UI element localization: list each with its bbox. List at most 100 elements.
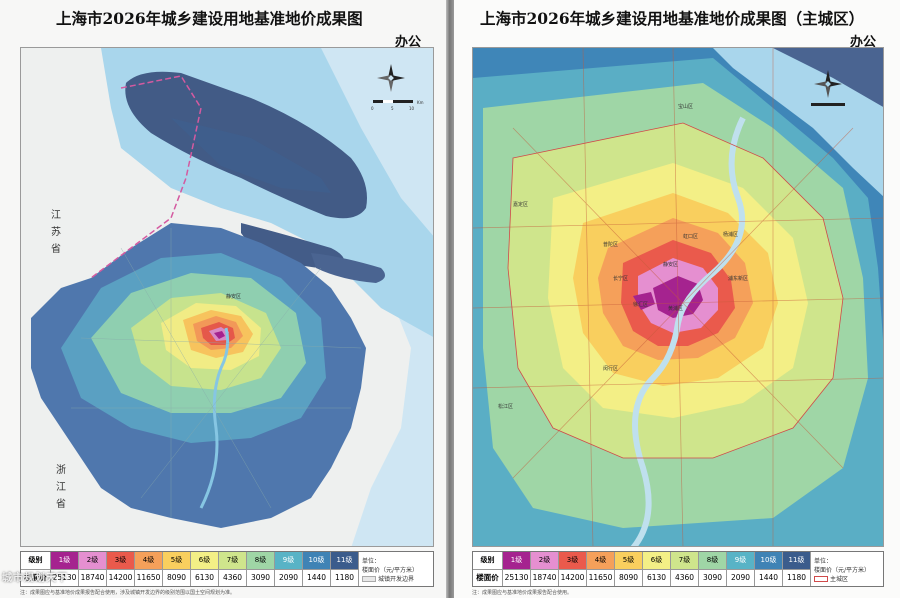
right-page-title: 上海市2026年城乡建设用地基准地价成果图（主城区） bbox=[480, 9, 865, 28]
scale-bar bbox=[811, 103, 845, 106]
huangpu-river bbox=[199, 327, 230, 509]
legend-grade-9: 9级 2090 bbox=[727, 552, 755, 586]
left-page-subtitle: 办公 bbox=[395, 35, 422, 50]
legend-grade-label: 3级 bbox=[107, 552, 134, 570]
legend-price-value: 11650 bbox=[588, 573, 613, 583]
estuary bbox=[713, 48, 883, 197]
legend-price-value: 3090 bbox=[250, 573, 271, 583]
legend-grade-6: 6级 6130 bbox=[191, 552, 219, 586]
provincial-boundary bbox=[90, 75, 202, 279]
legend-grade-label: 1级 bbox=[51, 552, 78, 570]
legend-grade-label: 2级 bbox=[531, 552, 558, 570]
legend-price-value: 1440 bbox=[758, 573, 779, 583]
legend-grade-label: 5级 bbox=[163, 552, 190, 570]
district-label-xuhui: 徐汇区 bbox=[633, 301, 648, 308]
legend-grade-7: 7级 4360 bbox=[219, 552, 247, 586]
district-label-changning: 长宁区 bbox=[613, 275, 628, 282]
north-arrow-icon bbox=[814, 70, 842, 98]
legend-grade-9: 9级 2090 bbox=[275, 552, 303, 586]
legend-grade-8: 8级 3090 bbox=[247, 552, 275, 586]
legend-grade-4: 4级 11650 bbox=[587, 552, 615, 586]
right-map: 嘉定区 宝山区 普陀区 虹口区 杨浦区 静安区 长宁区 黄浦区 徐汇区 浦东新区… bbox=[472, 47, 884, 547]
right-page: 上海市2026年城乡建设用地基准地价成果图（主城区） 办公 bbox=[454, 0, 900, 598]
legend-grade-label: 8级 bbox=[699, 552, 726, 570]
legend-grade-10: 10级 1440 bbox=[755, 552, 783, 586]
legend-grade-6: 6级 6130 bbox=[643, 552, 671, 586]
left-footnote: 注：成果图应与基准地价成果报告配合使用，涉及城镇开发边界的级别范围以国土空间规划… bbox=[20, 590, 236, 596]
svg-text:10: 10 bbox=[409, 106, 415, 111]
legend-grade-2: 2级 18740 bbox=[531, 552, 559, 586]
north-arrow-icon bbox=[377, 64, 405, 92]
legend-grade-4: 4级 11650 bbox=[135, 552, 163, 586]
left-map: 江 苏 省 浙 江 省 静安区 0 5 bbox=[20, 47, 434, 547]
svg-text:5: 5 bbox=[391, 106, 394, 111]
district-label-pudong: 浦东新区 bbox=[728, 275, 748, 282]
legend-grade-label: 1级 bbox=[503, 552, 530, 570]
legend-price-value: 3090 bbox=[702, 573, 723, 583]
left-page-title: 上海市2026年城乡建设用地基准地价成果图 bbox=[56, 9, 363, 28]
legend-grade-2: 2级 18740 bbox=[79, 552, 107, 586]
legend-price-value: 14200 bbox=[108, 573, 133, 583]
legend-grade-1: 1级 25130 bbox=[503, 552, 531, 586]
legend-price-value: 1440 bbox=[306, 573, 327, 583]
road-network bbox=[71, 228, 362, 518]
legend-grade-label: 4级 bbox=[587, 552, 614, 570]
legend-grade-11: 11级 1180 bbox=[331, 552, 359, 586]
legend-grade-label: 11级 bbox=[783, 552, 810, 570]
district-label-huangpu: 黄浦区 bbox=[668, 305, 683, 312]
legend-grade-header: 级别 bbox=[473, 552, 502, 570]
legend-grade-label: 2级 bbox=[79, 552, 106, 570]
district-label-baoshan: 宝山区 bbox=[678, 103, 693, 110]
legend-grade-10: 10级 1440 bbox=[303, 552, 331, 586]
legend-grade-label: 3级 bbox=[559, 552, 586, 570]
legend-price-value: 2090 bbox=[730, 573, 751, 583]
legend-cells: 1级 25130 2级 18740 3级 14200 4级 11650 5级 8090 6级 6130… bbox=[51, 552, 359, 586]
legend-price-value: 1180 bbox=[334, 573, 355, 583]
legend-grade-label: 5级 bbox=[615, 552, 642, 570]
scale-bar: 0 5 10 Km bbox=[371, 100, 424, 111]
svg-text:Km: Km bbox=[417, 100, 424, 105]
district-label-yangpu: 杨浦区 bbox=[723, 231, 738, 238]
legend-price-header: 楼面价 bbox=[476, 573, 499, 583]
legend-price-value: 25130 bbox=[52, 573, 77, 583]
book-gutter bbox=[446, 0, 454, 598]
hengsha-island bbox=[311, 253, 385, 283]
district-label-songjiang: 松江区 bbox=[498, 403, 513, 410]
legend-grade-3: 3级 14200 bbox=[107, 552, 135, 586]
legend-grade-1: 1级 25130 bbox=[51, 552, 79, 586]
legend-cells: 1级 25130 2级 18740 3级 14200 4级 11650 5级 8090 6级 6130… bbox=[503, 552, 811, 586]
huangpu-river bbox=[630, 116, 746, 546]
province-label-jiangsu-2: 苏 bbox=[51, 225, 61, 238]
legend-grade-label: 6级 bbox=[191, 552, 218, 570]
legend-price-value: 6130 bbox=[194, 573, 215, 583]
right-legend: 级别 楼面价 1级 25130 2级 18740 3级 14200 4级 11650 5级 809… bbox=[472, 551, 884, 587]
district-label: 静安区 bbox=[226, 293, 241, 300]
legend-price-value: 25130 bbox=[504, 573, 529, 583]
legend-grade-7: 7级 4360 bbox=[671, 552, 699, 586]
province-label-zhejiang-1: 浙 bbox=[56, 464, 66, 476]
legend-grade-header: 级别 bbox=[21, 552, 50, 570]
legend-price-value: 8090 bbox=[618, 573, 639, 583]
legend-note: 单位： 楼面价（元/平方米） 城镇开发边界 bbox=[362, 557, 419, 583]
province-label-jiangsu-1: 江 bbox=[51, 209, 61, 221]
legend-price-value: 4360 bbox=[674, 573, 695, 583]
right-map-svg: 嘉定区 宝山区 普陀区 虹口区 杨浦区 静安区 长宁区 黄浦区 徐汇区 浦东新区… bbox=[473, 48, 883, 546]
legend-grade-3: 3级 14200 bbox=[559, 552, 587, 586]
legend-note: 单位： 楼面价（元/平方米） 主城区 bbox=[814, 557, 871, 583]
legend-grade-8: 8级 3090 bbox=[699, 552, 727, 586]
legend-price-value: 18740 bbox=[80, 573, 105, 583]
legend-boundary-swatch bbox=[362, 576, 376, 582]
legend-grade-5: 5级 8090 bbox=[163, 552, 191, 586]
watermark: 城市规划天下 bbox=[2, 573, 68, 584]
left-legend: 级别 楼面价 1级 25130 2级 18740 3级 14200 4级 11650 5级 809… bbox=[20, 551, 434, 587]
legend-grade-11: 11级 1180 bbox=[783, 552, 811, 586]
legend-price-value: 18740 bbox=[532, 573, 557, 583]
road-network bbox=[473, 48, 883, 546]
district-label-jingan: 静安区 bbox=[663, 261, 678, 268]
right-footnote: 注：成果图应与基准地价成果报告配合使用。 bbox=[472, 590, 573, 596]
legend-price-value: 11650 bbox=[136, 573, 161, 583]
legend-price-value: 1180 bbox=[786, 573, 807, 583]
legend-price-value: 8090 bbox=[166, 573, 187, 583]
legend-grade-label: 8级 bbox=[247, 552, 274, 570]
